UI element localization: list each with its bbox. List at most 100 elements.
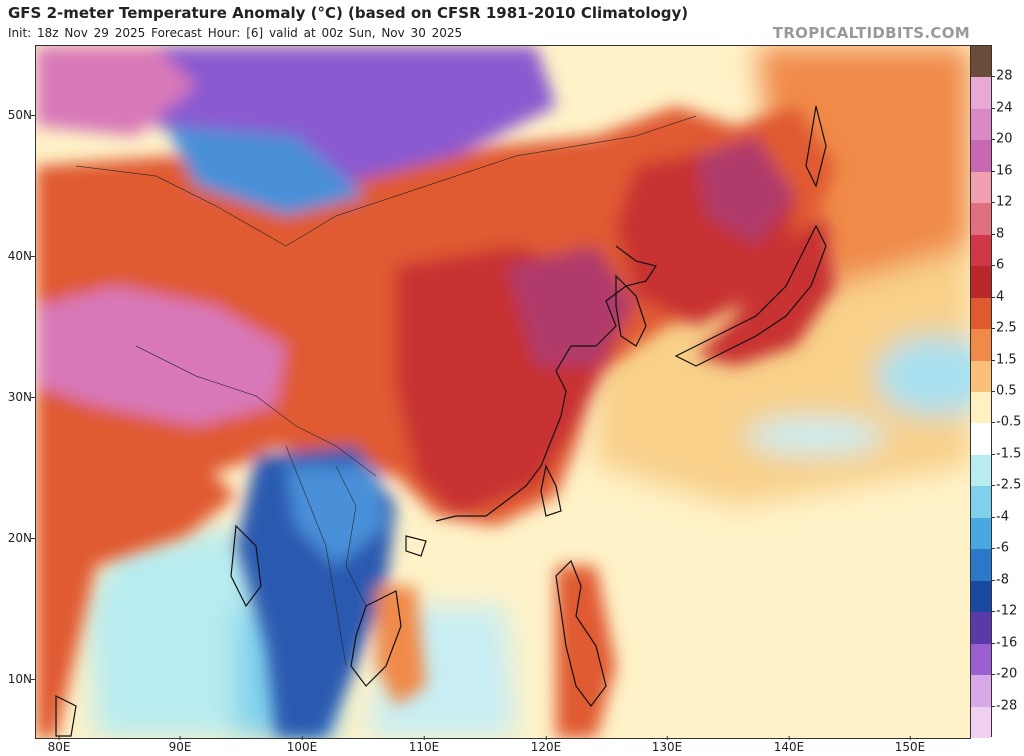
colorbar-segment	[971, 360, 991, 392]
colorbar-segment	[971, 486, 991, 518]
colorbar-tick	[992, 422, 995, 424]
manchuria-very-hot	[696, 136, 796, 246]
colorbar-tick	[992, 107, 995, 109]
colorbar-tick	[992, 328, 995, 330]
sri-lanka-outline	[55, 695, 77, 737]
colorbar-label: 12	[996, 194, 1013, 210]
colorbar-segment	[971, 108, 991, 141]
north-china-very-hot	[506, 246, 636, 366]
colorbar-tick	[992, 296, 995, 298]
colorbar-tick	[992, 139, 995, 141]
lon-label-150e: 150E	[894, 736, 926, 754]
lat-label-20n: 20N	[0, 531, 35, 545]
tibet-pink	[36, 286, 286, 426]
colorbar-label: -12	[996, 603, 1018, 619]
colorbar-segment	[971, 77, 991, 109]
mongolia-cold	[96, 46, 556, 186]
map-subtitle: Init: 18z Nov 29 2025 Forecast Hour: [6]…	[8, 26, 463, 40]
colorbar-segment	[971, 203, 991, 235]
colorbar-label: 0.5	[996, 383, 1017, 399]
lon-label-110e: 110E	[408, 736, 440, 754]
colorbar-label: 2.5	[996, 320, 1017, 336]
colorbar-label: 8	[996, 226, 1005, 242]
lat-label-30n: 30N	[0, 390, 35, 404]
lon-label-130e: 130E	[651, 736, 683, 754]
colorbar-tick	[992, 611, 995, 613]
colorbar-segment	[971, 675, 991, 707]
pacific-cool-patch	[876, 336, 970, 416]
colorbar-tick	[992, 674, 995, 676]
japan-outline	[674, 224, 827, 367]
colorbar-segment	[971, 580, 991, 613]
colorbar-label: 4	[996, 289, 1005, 305]
colorbar-tick	[992, 170, 995, 172]
colorbar-label: -1.5	[996, 446, 1022, 462]
colorbar-tick	[992, 548, 995, 550]
colorbar-tick	[992, 453, 995, 455]
colorbar-segment	[971, 706, 991, 738]
philippines-outline	[555, 559, 607, 707]
lat-label-10n: 10N	[0, 672, 35, 686]
lat-label-40n: 40N	[0, 249, 35, 263]
colorbar-label: 16	[996, 163, 1013, 179]
borders	[75, 115, 697, 667]
mongolia-cool-band	[166, 126, 366, 216]
taiwan-outline	[540, 464, 562, 517]
colorbar-segment	[971, 234, 991, 267]
colorbar-segment	[971, 517, 991, 550]
map-canvas	[36, 46, 970, 738]
colorbar-label: 24	[996, 100, 1013, 116]
northwest-pink	[36, 46, 196, 136]
vietnam-warm	[376, 586, 426, 706]
colorbar-label: 28	[996, 68, 1013, 84]
pacific-cool-band	[746, 418, 886, 454]
india-warm	[36, 426, 236, 738]
colorbar-label: -6	[996, 540, 1009, 556]
colorbar-segment	[971, 266, 991, 298]
colorbar-tick	[992, 705, 995, 707]
colorbar-label: -8	[996, 572, 1009, 588]
colorbar-tick	[992, 233, 995, 235]
yunnan-cool	[286, 466, 386, 566]
colorbar-tick	[992, 265, 995, 267]
colorbar-segment	[971, 46, 991, 78]
colorbar-tick	[992, 359, 995, 361]
colorbar-tick	[992, 202, 995, 204]
lon-label-100e: 100E	[286, 736, 318, 754]
colorbar-label: -28	[996, 698, 1018, 714]
colorbar-segment	[971, 171, 991, 204]
colorbar-segment	[971, 454, 991, 487]
colorbar-label: -16	[996, 635, 1018, 651]
colorbar-label: -4	[996, 509, 1009, 525]
lat-label-50n: 50N	[0, 108, 35, 122]
sakhalin-outline	[805, 105, 827, 188]
colorbar-segment	[971, 391, 991, 424]
colorbar	[970, 45, 992, 738]
lon-label-140e: 140E	[773, 736, 805, 754]
vietnam-coast	[350, 590, 402, 687]
lon-label-90e: 90E	[168, 736, 192, 754]
colorbar-tick	[992, 391, 995, 392]
hainan-outline	[405, 535, 427, 557]
colorbar-label: 6	[996, 257, 1005, 273]
colorbar-segment	[971, 643, 991, 676]
colorbar-segment	[971, 423, 991, 455]
colorbar-label: -20	[996, 666, 1018, 682]
colorbar-label: 20	[996, 131, 1013, 147]
colorbar-segment	[971, 549, 991, 581]
colorbar-label: -0.5	[996, 414, 1022, 430]
lon-label-80e: 80E	[47, 736, 71, 754]
lon-label-120e: 120E	[530, 736, 562, 754]
coastlines	[55, 105, 827, 737]
colorbar-segment	[971, 140, 991, 172]
colorbar-tick	[992, 642, 995, 644]
brand-watermark: TROPICALTIDBITS.COM	[772, 24, 970, 42]
colorbar-label: 1.5	[996, 352, 1017, 368]
korea-outline	[615, 274, 647, 347]
philippines-warm	[556, 566, 616, 738]
colorbar-tick	[992, 516, 995, 518]
colorbar-tick	[992, 76, 995, 78]
colorbar-label: -2.5	[996, 477, 1022, 493]
colorbar-tick	[992, 579, 995, 581]
colorbar-tick	[992, 485, 995, 487]
